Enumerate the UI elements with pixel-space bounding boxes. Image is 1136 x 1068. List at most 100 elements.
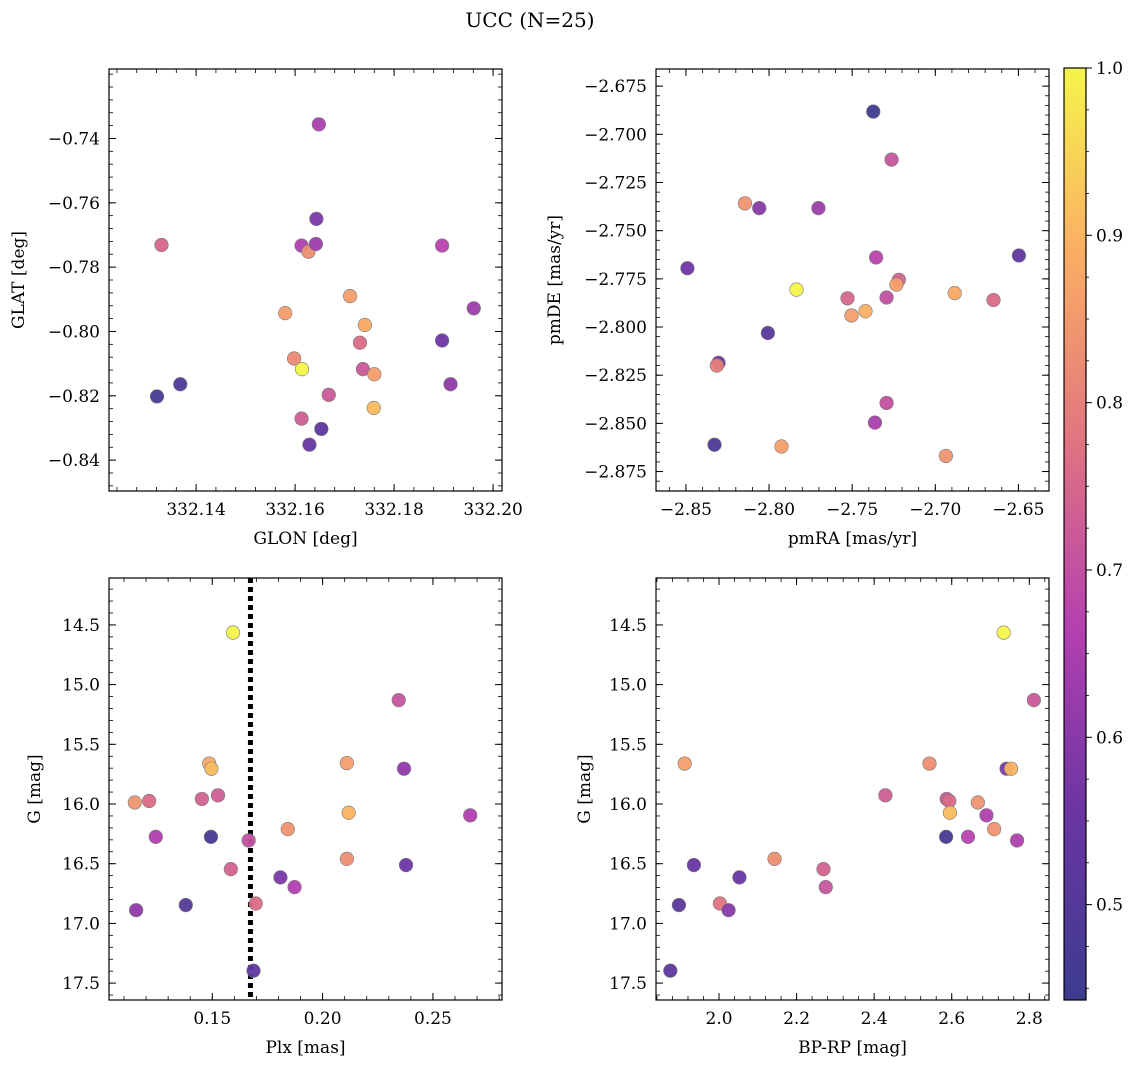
colorbar-tick-label: 1.0	[1096, 59, 1123, 79]
data-point	[273, 870, 288, 885]
data-point	[396, 761, 412, 776]
y-tick-label: −0.78	[48, 258, 100, 278]
x-tick-label: 2.4	[861, 1009, 888, 1029]
y-tick-label: −0.82	[48, 387, 100, 407]
y-tick-label: 17.0	[609, 914, 647, 934]
data-point	[709, 358, 724, 373]
x-tick-label: 0.20	[304, 1009, 342, 1029]
y-tick-label: 16.5	[62, 855, 100, 875]
y-tick-label: 17.5	[62, 974, 100, 994]
y-tick-label: −2.875	[584, 463, 647, 483]
data-point	[342, 288, 358, 304]
data-point	[884, 152, 899, 167]
data-point	[774, 439, 789, 454]
data-point	[878, 788, 893, 803]
data-point	[986, 292, 1001, 308]
y-tick-label: −2.775	[584, 270, 647, 290]
y-tick-label: −2.750	[584, 222, 647, 242]
data-point	[278, 306, 293, 321]
data-point	[677, 756, 692, 771]
x-tick-label: −2.85	[660, 500, 712, 520]
colorbar-tick-label: 0.8	[1096, 394, 1123, 414]
x-tick-label: 2.0	[706, 1009, 733, 1029]
data-point	[671, 897, 687, 913]
data-point	[707, 437, 722, 452]
x-axis-label: pmRA [mas/yr]	[788, 529, 917, 549]
data-point	[178, 897, 193, 913]
data-point	[818, 880, 833, 895]
data-point	[942, 805, 958, 820]
y-tick-label: 15.5	[62, 735, 100, 755]
data-point	[391, 693, 406, 708]
y-tick-label: −0.76	[48, 194, 100, 214]
data-point	[241, 833, 256, 848]
data-point	[194, 791, 209, 807]
colorbar-tick-label: 0.9	[1096, 226, 1123, 246]
data-point	[463, 808, 478, 823]
y-tick-label: 14.5	[62, 616, 100, 636]
y-tick-label: 15.0	[609, 676, 647, 696]
panel-color-mag: 2.0 2.2 2.4 2.6 2.8 14.5 15.0 15.5 16.0 16.5 17.0 1…	[575, 577, 1050, 1058]
data-point	[858, 304, 873, 319]
x-tick-label: 0.25	[414, 1009, 452, 1029]
data-point	[996, 625, 1011, 640]
panel-pm: −2.85 −2.80 −2.75 −2.70 −2.65 −2.875 −2.850 −2.…	[545, 68, 1050, 549]
data-point	[663, 963, 678, 978]
data-point	[869, 250, 884, 265]
data-point	[294, 411, 309, 426]
data-point	[154, 237, 169, 253]
data-point	[947, 286, 962, 301]
data-point	[341, 805, 356, 820]
colorbar-tick-label: 0.5	[1096, 896, 1123, 916]
data-point	[142, 793, 157, 809]
x-tick-label: 332.18	[364, 500, 423, 520]
data-point	[879, 395, 894, 411]
data-point	[203, 829, 219, 844]
x-tick-label: 332.16	[265, 500, 324, 520]
data-point	[811, 201, 826, 216]
x-axis-label: Plx [mas]	[265, 1038, 345, 1058]
x-tick-label: 332.14	[166, 500, 225, 520]
data-point	[1003, 761, 1019, 776]
data-point	[844, 308, 859, 323]
y-axis-label: G [mag]	[575, 754, 595, 823]
y-axis-label: G [mag]	[25, 754, 45, 823]
data-point	[398, 857, 414, 873]
data-point	[960, 829, 976, 844]
data-point	[339, 755, 354, 771]
y-tick-label: 14.5	[609, 616, 647, 636]
data-point	[127, 795, 142, 810]
x-tick-label: −2.70	[909, 500, 961, 520]
y-tick-label: 16.0	[609, 795, 647, 815]
y-tick-label: 17.0	[62, 914, 100, 934]
data-point	[149, 389, 165, 404]
data-point	[1009, 833, 1025, 848]
data-point	[443, 377, 458, 392]
colorbar-tick-label: 0.7	[1096, 561, 1123, 581]
data-point	[970, 795, 985, 810]
colorbar-gradient	[1063, 67, 1087, 1001]
data-point	[866, 104, 881, 119]
x-tick-label: −2.80	[743, 500, 795, 520]
data-point	[732, 870, 747, 885]
data-point	[435, 238, 450, 253]
y-tick-label: −0.74	[48, 129, 100, 149]
data-point	[129, 903, 144, 918]
data-point	[767, 851, 782, 866]
data-point	[309, 211, 324, 226]
data-point	[879, 290, 894, 305]
data-point	[760, 325, 775, 341]
data-point	[210, 788, 226, 803]
y-tick-label: −2.825	[584, 366, 647, 386]
data-point	[204, 761, 219, 776]
y-tick-label: 16.5	[609, 855, 647, 875]
data-point	[287, 351, 302, 366]
panel-plx-g: 0.15 0.20 0.25 14.5 15.0 15.5 16.0 16.5 17.0 17.5…	[25, 577, 503, 1058]
x-axis-label: BP-RP [mag]	[798, 1038, 907, 1058]
data-point	[280, 822, 295, 837]
data-point	[225, 625, 241, 640]
y-tick-label: 16.0	[62, 795, 100, 815]
data-point	[721, 903, 736, 918]
plot-frame	[108, 577, 503, 1001]
data-point	[889, 277, 904, 292]
